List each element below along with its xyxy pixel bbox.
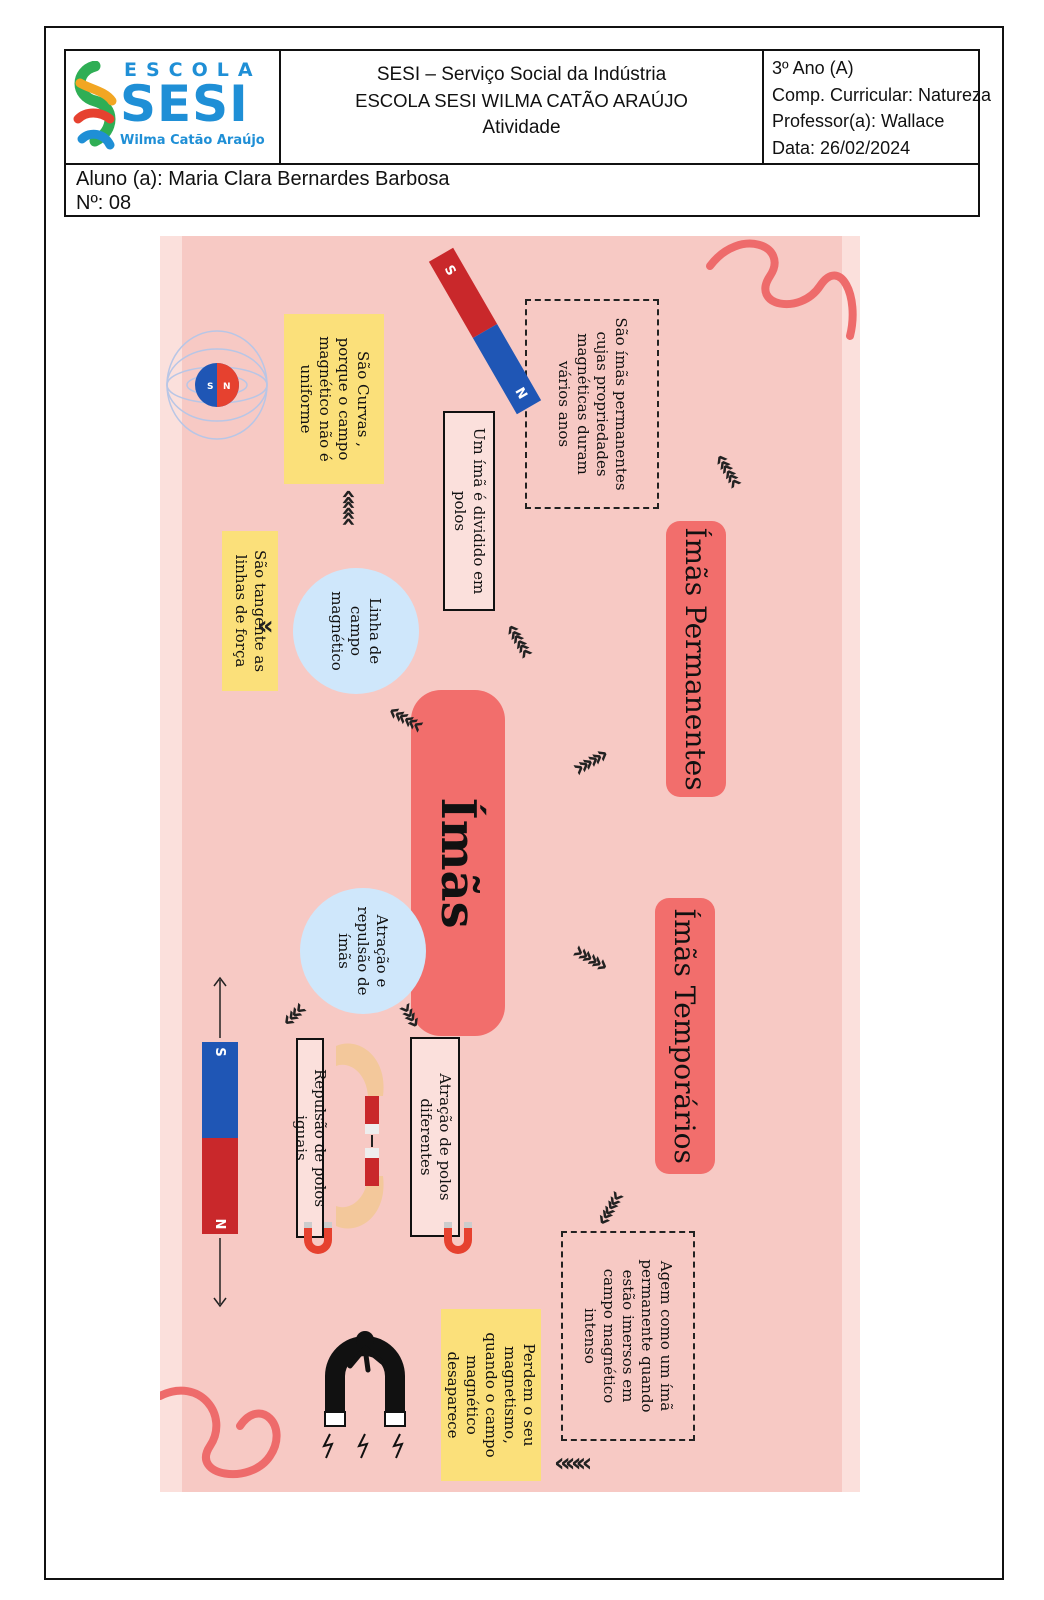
temporary-note: Perdem o seu magnetismo, quando o campo …	[441, 1309, 541, 1481]
u-magnet-small-2-icon	[304, 1222, 332, 1254]
arrow-field-to-curves-icon: »»»	[333, 494, 364, 528]
swirl-decoration-bottom-icon	[160, 1386, 281, 1479]
attraction-title: Atração e repulsão de ímãs	[335, 906, 392, 996]
logo: ESCOLA SESI Wilma Catão Araújo	[66, 51, 281, 163]
hands-with-magnets-icon	[336, 1043, 384, 1229]
attraction-box: Atração de polos diferentes	[410, 1037, 460, 1237]
student-number: Nº: 08	[76, 192, 132, 214]
poles-box: Um ímã é dividido em polos	[443, 411, 495, 611]
branch-imas-temporarios: Ímãs Temporários	[655, 898, 715, 1174]
branch-imas-permanentes: Ímãs Permanentes	[666, 521, 726, 797]
sesi-logo-mark-icon	[73, 61, 117, 150]
field-lines-title: Linha de campo magnético	[328, 591, 385, 671]
vertical-magnet-n-label: N	[212, 1219, 227, 1230]
school-name: ESCOLA SESI WILMA CATÃO ARAÚJO	[355, 90, 688, 111]
field-lines-curves-note: São Curvas , porque o campo magnético nã…	[284, 314, 384, 484]
central-node-imas: Ímãs	[411, 690, 505, 1036]
document-type: Atividade	[482, 117, 561, 138]
school-info: SESI – Serviço Social da Indústria ESCOL…	[281, 51, 764, 163]
mind-map: Ímãs Ímãs Permanentes São ímãs permanent…	[160, 236, 860, 1492]
swirl-decoration-icon	[706, 239, 857, 340]
class-label: 3º Ano (A)	[772, 58, 854, 78]
vertical-magnet-s-label: S	[212, 1047, 227, 1056]
institution-name: SESI – Serviço Social da Indústria	[376, 64, 667, 85]
teacher-label: Professor(a): Wallace	[772, 111, 945, 131]
date-label: Data: 26/02/2024	[772, 137, 911, 158]
logo-sesi-text: SESI	[120, 75, 249, 133]
page-frame	[44, 26, 1004, 1580]
u-magnet-small-icon	[444, 1222, 472, 1254]
temporary-definition-box: Agem como um ímã permanente quando estão…	[561, 1231, 695, 1441]
student-name: Aluno (a): Maria Clara Bernardes Barbosa	[76, 168, 450, 190]
field-n-label: N	[223, 382, 231, 392]
field-lines-tangent-note: São tangente as linhas de força	[222, 531, 278, 691]
u-magnet-figure-icon	[322, 1331, 406, 1459]
magnetic-field-diagram-icon: S N	[166, 330, 268, 440]
field-lines-circle	[293, 568, 419, 694]
field-s-label: S	[207, 382, 213, 392]
logo-escola-text: ESCOLA	[124, 59, 262, 81]
logo-subtitle: Wilma Catão Araújo	[120, 133, 265, 148]
subject-label: Comp. Curricular: Natureza	[772, 84, 992, 105]
bar-magnet-icon: S N	[428, 247, 542, 415]
attraction-circle	[300, 888, 426, 1014]
class-info: 3º Ano (A) Comp. Curricular: Natureza Pr…	[764, 51, 992, 163]
repulsion-box: Repulsão de polos iguais	[292, 1038, 329, 1238]
arrow-definition-to-note-icon: »»»	[560, 1449, 593, 1479]
arrow-field-to-tangent-icon: »	[263, 612, 274, 642]
vertical-bar-magnet-icon: S N	[202, 976, 238, 1308]
header-table: ESCOLA SESI Wilma Catão Araújo SESI – Se…	[64, 49, 992, 217]
student-row: Aluno (a): Maria Clara Bernardes Barbosa…	[66, 165, 978, 217]
header-row: ESCOLA SESI Wilma Catão Araújo SESI – Se…	[66, 51, 992, 165]
